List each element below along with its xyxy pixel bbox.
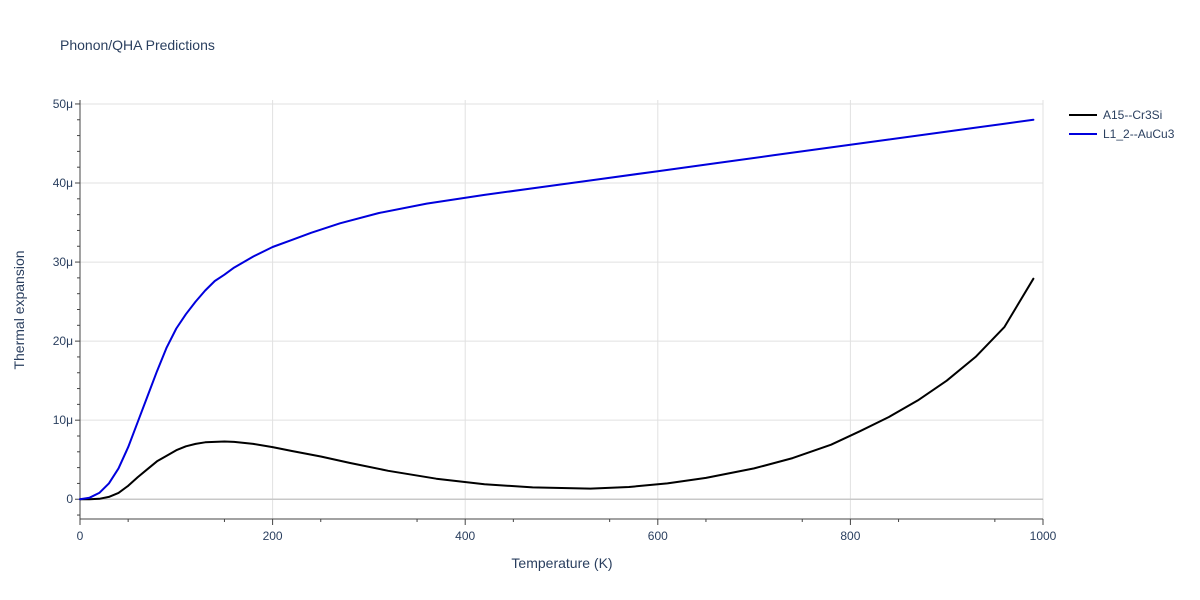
- series-lines: [79, 118, 1035, 501]
- x-axis-ticks: 0 200 400 600 800 1000: [77, 519, 1057, 543]
- x-tick-label: 0: [77, 529, 84, 543]
- legend-item[interactable]: L1_2--AuCu3: [1069, 127, 1175, 141]
- y-axis-title: Thermal expansion: [11, 250, 27, 369]
- y-tick-label: 50μ: [53, 97, 73, 111]
- y-tick-label: 40μ: [53, 176, 73, 190]
- x-tick-label: 200: [263, 529, 283, 543]
- chart-title: Phonon/QHA Predictions: [60, 37, 215, 53]
- x-tick-label: 400: [455, 529, 475, 543]
- y-tick-label: 0: [66, 492, 73, 506]
- y-tick-label: 30μ: [53, 255, 73, 269]
- legend-label: L1_2--AuCu3: [1103, 127, 1175, 141]
- legend[interactable]: A15--Cr3Si L1_2--AuCu3: [1069, 108, 1175, 141]
- legend-item[interactable]: A15--Cr3Si: [1069, 108, 1162, 122]
- y-axis-ticks: 0 10μ 20μ 30μ 40μ 50μ: [53, 97, 80, 506]
- x-tick-label: 600: [648, 529, 668, 543]
- series-line-1: [79, 277, 1035, 501]
- minor-ticks: [77, 119, 996, 522]
- y-tick-label: 10μ: [53, 413, 73, 427]
- series-line-2: [79, 118, 1035, 501]
- gridlines: [80, 100, 1044, 519]
- x-axis-title: Temperature (K): [511, 555, 612, 571]
- y-tick-label: 20μ: [53, 334, 73, 348]
- x-tick-label: 1000: [1030, 529, 1057, 543]
- legend-label: A15--Cr3Si: [1103, 108, 1162, 122]
- x-tick-label: 800: [840, 529, 860, 543]
